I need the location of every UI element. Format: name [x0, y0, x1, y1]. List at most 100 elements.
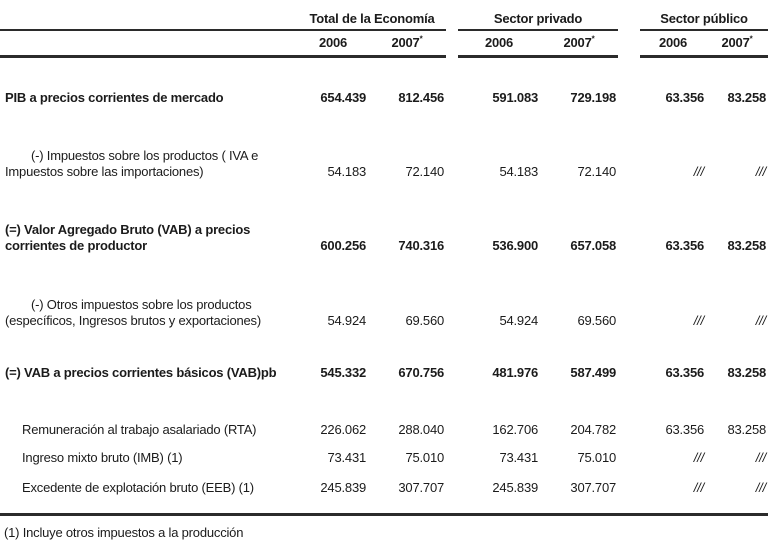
year-label: 2007	[563, 34, 592, 50]
column-gap	[618, 182, 640, 256]
column-gap	[618, 0, 640, 30]
row-label: PIB a precios corrientes de mercado	[5, 90, 224, 105]
value-cell: 536.900	[492, 238, 538, 253]
column-group-header-row: Total de la Economía Sector privado Sect…	[0, 0, 768, 31]
value-cell: 587.499	[570, 365, 617, 380]
column-gap	[446, 56, 458, 108]
year-label: 2006	[658, 34, 688, 50]
table-row-otros-impuestos: (-) Otros impuestos sobre los productos …	[0, 256, 768, 331]
row-label: (=) Valor Agregado Bruto (VAB) a precios…	[5, 222, 251, 253]
row-label: (-) Impuestos sobre los productos ( IVA …	[5, 148, 259, 179]
year-header-publico-2007: 2007*	[706, 30, 768, 58]
stub-year-cell	[0, 30, 298, 58]
value-cell: 591.083	[492, 90, 538, 105]
value-cell: 740.316	[398, 238, 444, 253]
national-accounts-table: Total de la Economía Sector privado Sect…	[0, 0, 768, 516]
column-gap	[618, 30, 640, 56]
value-cell: 245.839	[320, 480, 366, 495]
year-header-total-2007: 2007*	[368, 30, 446, 58]
value-cell: 226.062	[320, 422, 366, 437]
value-cell: 63.356	[665, 238, 705, 253]
value-cell: 307.707	[570, 480, 617, 495]
row-label: Excedente de explotación bruto (EEB) (1)	[22, 480, 254, 495]
group-header-sector-privado: Sector privado	[458, 0, 619, 31]
value-cell: 600.256	[320, 238, 366, 253]
value-cell: 63.356	[665, 90, 705, 105]
value-cell: 75.010	[405, 450, 444, 465]
stub-header	[0, 0, 298, 31]
column-gap	[446, 182, 458, 256]
value-cell: 69.560	[577, 313, 617, 328]
table-row-imb: Ingreso mixto bruto (IMB) (1) 73.431 75.…	[0, 440, 768, 468]
group-header-total-economia: Total de la Economía	[298, 0, 446, 31]
value-cell: 245.839	[492, 480, 538, 495]
value-cell: 54.924	[327, 313, 366, 328]
column-gap	[446, 383, 458, 440]
year-header-row: 2006 2007* 2006 2007* 2006 2007*	[0, 30, 768, 58]
year-label: 2006	[318, 34, 348, 50]
value-cell: 54.183	[499, 164, 538, 179]
column-gap	[446, 0, 458, 30]
year-header-privado-2006: 2006	[458, 30, 540, 58]
value-cell: 73.431	[499, 450, 538, 465]
value-cell: 69.560	[405, 313, 444, 328]
column-gap	[618, 108, 640, 182]
value-cell: 204.782	[570, 422, 617, 437]
table-bottom-rule-row	[0, 498, 768, 516]
table-row-vab-productor: (=) Valor Agregado Bruto (VAB) a precios…	[0, 182, 768, 256]
column-gap	[618, 331, 640, 383]
value-cell: 83.258	[727, 238, 767, 253]
value-cell-not-applicable: ///	[693, 480, 705, 495]
year-label: 2007	[391, 34, 420, 50]
value-cell: 307.707	[398, 480, 444, 495]
group-header-sector-publico: Sector público	[640, 0, 768, 31]
year-label: 2006	[484, 34, 514, 50]
column-gap	[446, 30, 458, 56]
table-row-vab-basicos: (=) VAB a precios corrientes básicos (VA…	[0, 331, 768, 383]
value-cell: 657.058	[570, 238, 617, 253]
value-cell: 288.040	[398, 422, 444, 437]
year-label: 2007	[721, 34, 750, 50]
table-row-rta: Remuneración al trabajo asalariado (RTA)…	[0, 383, 768, 440]
value-cell-not-applicable: ///	[755, 450, 767, 465]
column-gap	[446, 256, 458, 331]
value-cell: 72.140	[405, 164, 444, 179]
value-cell: 63.356	[665, 422, 705, 437]
value-cell: 481.976	[492, 365, 538, 380]
value-cell: 83.258	[727, 365, 767, 380]
row-label: Ingreso mixto bruto (IMB) (1)	[22, 450, 183, 465]
column-gap	[618, 383, 640, 440]
column-gap	[446, 331, 458, 383]
value-cell: 83.258	[727, 422, 767, 437]
column-gap	[446, 108, 458, 182]
column-gap	[618, 440, 640, 468]
value-cell-not-applicable: ///	[693, 450, 705, 465]
row-label: Remuneración al trabajo asalariado (RTA)	[22, 422, 257, 437]
value-cell-not-applicable: ///	[693, 313, 705, 328]
year-header-total-2006: 2006	[298, 30, 368, 58]
value-cell: 162.706	[492, 422, 538, 437]
value-cell-not-applicable: ///	[755, 313, 767, 328]
estimate-marker: *	[419, 34, 423, 44]
value-cell: 545.332	[320, 365, 366, 380]
value-cell: 54.924	[499, 313, 538, 328]
table-bottom-rule	[0, 498, 768, 516]
value-cell: 729.198	[570, 90, 617, 105]
value-cell: 83.258	[727, 90, 767, 105]
value-cell: 812.456	[398, 90, 444, 105]
table-row-pib: PIB a precios corrientes de mercado 654.…	[0, 56, 768, 108]
table-row-eeb: Excedente de explotación bruto (EEB) (1)…	[0, 468, 768, 498]
column-gap	[446, 468, 458, 498]
value-cell: 54.183	[327, 164, 366, 179]
footnote: (1) Incluye otros impuestos a la producc…	[4, 524, 244, 540]
table-row-impuestos-productos: (-) Impuestos sobre los productos ( IVA …	[0, 108, 768, 182]
value-cell: 63.356	[665, 365, 705, 380]
value-cell-not-applicable: ///	[755, 480, 767, 495]
column-gap	[446, 440, 458, 468]
estimate-marker: *	[749, 34, 753, 44]
column-gap	[618, 468, 640, 498]
value-cell-not-applicable: ///	[693, 164, 705, 179]
value-cell: 75.010	[577, 450, 617, 465]
column-gap	[618, 56, 640, 108]
